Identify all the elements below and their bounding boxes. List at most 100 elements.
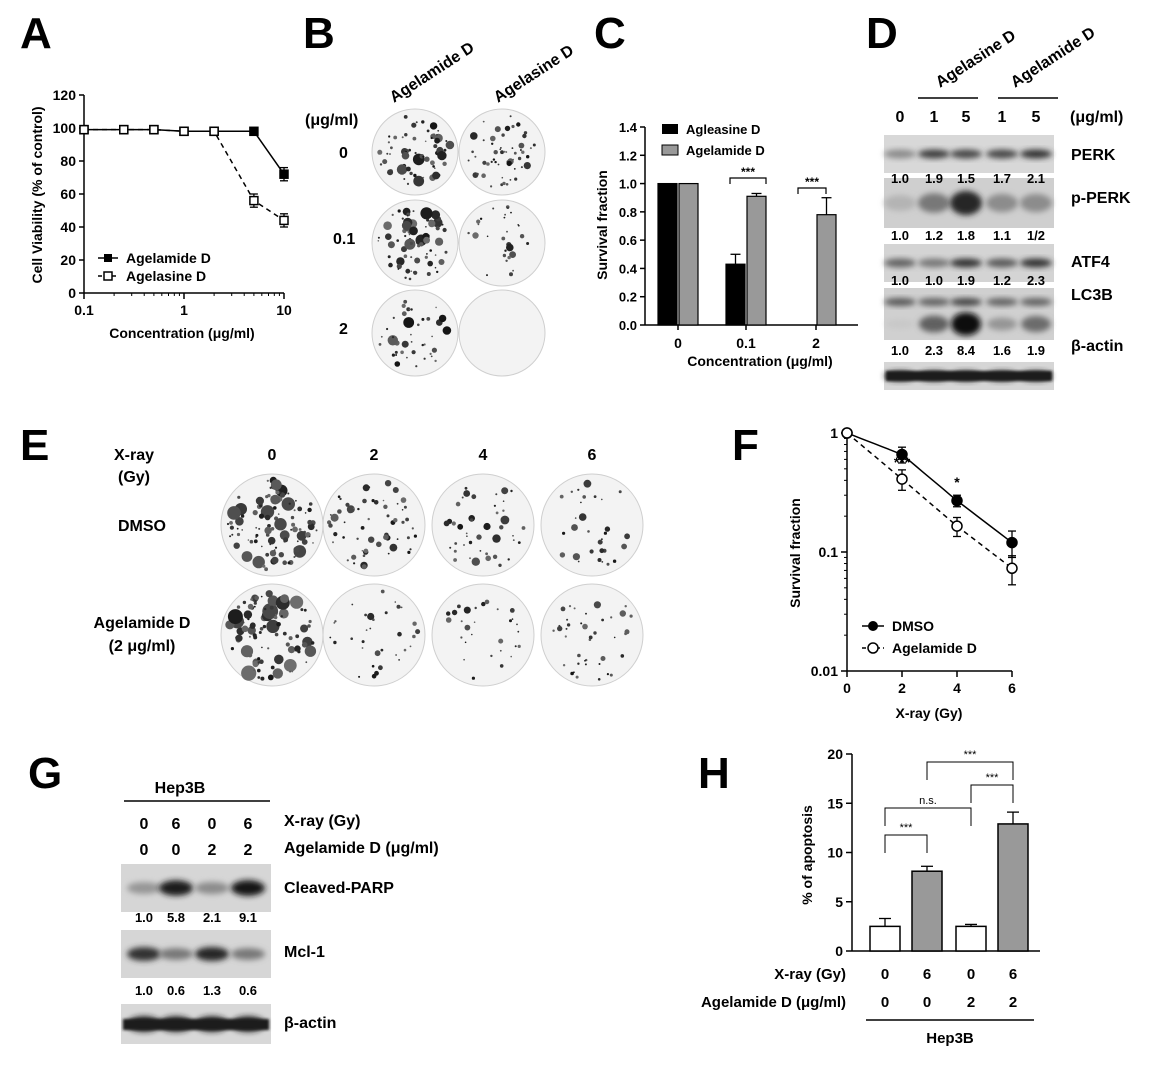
colony-dot — [403, 299, 408, 304]
colony-dot — [517, 541, 521, 544]
colony-dot — [421, 343, 424, 347]
colony-dot — [371, 499, 375, 503]
significance-bracket — [926, 761, 1014, 780]
colony-dot — [345, 502, 350, 507]
blot-quant-value: 9.1 — [239, 910, 257, 925]
blot-band — [1021, 316, 1051, 332]
colony-dot — [274, 518, 287, 531]
series-line-agelamide-d — [84, 128, 285, 175]
data-point-agelamide-d — [896, 473, 908, 485]
colony-dot — [613, 636, 616, 639]
panel-d-group-agelamide: Agelamide D — [1008, 24, 1099, 91]
colony-dot — [476, 172, 479, 176]
panel-b-unit: (μg/ml) — [305, 112, 358, 129]
colony-dot — [257, 676, 261, 679]
colony-dot — [566, 623, 571, 627]
panel-a-xtick-label: 1 — [180, 302, 188, 318]
significance-bracket — [797, 187, 827, 194]
colony-dot — [453, 549, 457, 553]
colony-dot — [560, 606, 566, 612]
colony-dot — [587, 530, 590, 533]
colony-dot — [397, 268, 400, 270]
panel-f-xtick-label: 2 — [898, 680, 906, 696]
colony-dot — [267, 536, 276, 545]
significance-bracket — [884, 834, 928, 853]
colony-dot — [409, 548, 412, 551]
colony-dot — [574, 517, 577, 519]
well-plate — [322, 473, 426, 577]
colony-dot — [240, 514, 245, 518]
colony-dot — [598, 663, 601, 665]
panel-c-ytick-label: 1.4 — [619, 120, 638, 135]
colony-dot — [514, 177, 518, 181]
colony-dot — [356, 537, 359, 540]
panel-b-row-0: 0 — [339, 145, 348, 162]
colony-dot — [430, 136, 433, 140]
colony-dot — [580, 501, 582, 504]
colony-dot — [362, 498, 367, 504]
colony-dot — [393, 135, 398, 140]
well-plate — [540, 473, 644, 577]
colony-dot — [445, 617, 452, 623]
blot-band — [885, 319, 915, 329]
blot-band — [987, 317, 1017, 331]
blot-label: p-PERK — [1071, 190, 1131, 207]
panel-a-ytick-label: 40 — [60, 219, 76, 235]
colony-dot — [350, 637, 354, 640]
blot-quant-value: 1.7 — [993, 171, 1011, 186]
colony-dot — [476, 219, 481, 224]
colony-dot — [512, 535, 514, 537]
colony-dot — [407, 550, 411, 555]
colony-dot — [483, 522, 491, 531]
colony-dot — [559, 552, 566, 558]
colony-dot — [409, 226, 418, 236]
colony-dot — [290, 595, 304, 609]
colony-dot — [401, 217, 404, 220]
panel-letter-f: F — [732, 421, 759, 470]
colony-dot — [501, 487, 509, 495]
series-line-agelamide-d — [846, 432, 1013, 569]
colony-dot — [362, 484, 370, 492]
blot-band — [986, 149, 1018, 159]
colony-dot — [510, 489, 513, 493]
colony-well-e-r0-c0 — [220, 473, 324, 577]
panel-letter-g: G — [28, 749, 62, 798]
significance-bracket — [884, 807, 972, 826]
colony-dot — [266, 479, 269, 482]
colony-dot — [408, 308, 411, 311]
colony-dot — [373, 500, 379, 505]
colony-dot — [376, 541, 382, 548]
colony-dot — [426, 253, 428, 255]
colony-dot — [434, 266, 437, 269]
colony-dot — [267, 647, 270, 650]
panel-c-xtick-label: 0 — [674, 335, 682, 351]
colony-dot — [485, 555, 492, 562]
blot-band — [1020, 298, 1052, 306]
colony-dot — [564, 635, 567, 638]
colony-dot — [423, 357, 426, 360]
colony-dot — [406, 356, 408, 359]
panel-c-ytick-label: 0.6 — [619, 233, 637, 248]
blot-quant-value: 2.1 — [203, 910, 221, 925]
colony-dot — [621, 543, 627, 550]
colony-well-b-r0-c1 — [458, 108, 546, 196]
colony-dot — [430, 160, 435, 166]
colony-dot — [504, 249, 507, 252]
blot-quant-value: 1.2 — [993, 273, 1011, 288]
colony-dot — [436, 270, 439, 274]
colony-dot — [443, 520, 450, 527]
colony-dot — [235, 517, 244, 526]
colony-dot — [505, 183, 509, 186]
colony-well-b-r2-c1 — [458, 289, 546, 377]
blot-quant-value: 1.9 — [1027, 343, 1045, 358]
colony-dot — [451, 521, 456, 526]
colony-dot — [507, 255, 511, 260]
colony-dot — [405, 148, 408, 152]
colony-dot — [274, 546, 278, 549]
colony-dot — [500, 147, 502, 149]
colony-dot — [374, 670, 379, 676]
colony-dot — [409, 171, 413, 176]
bar-agleasine-d — [657, 182, 678, 326]
colony-dot — [387, 255, 391, 259]
colony-dot — [229, 525, 234, 530]
